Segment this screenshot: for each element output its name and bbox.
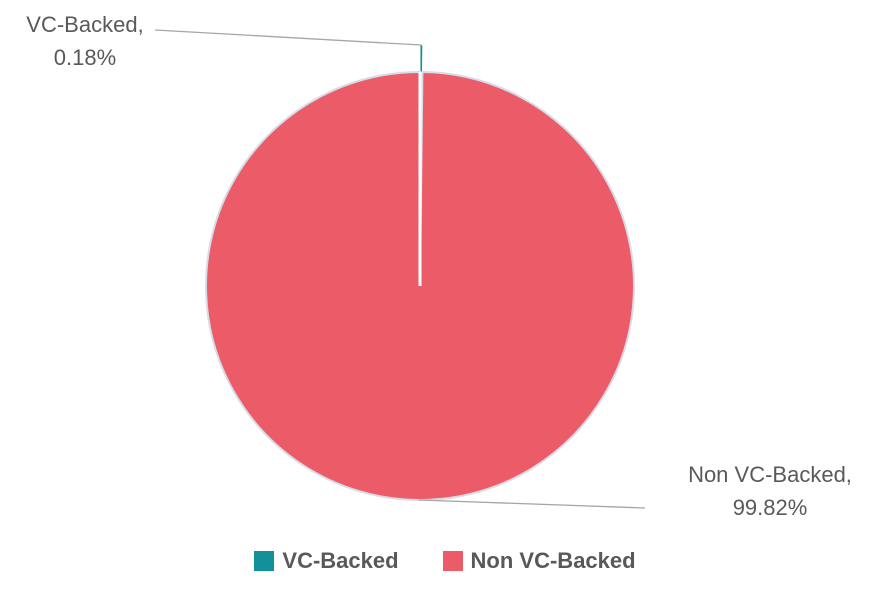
- legend-item: VC-Backed: [254, 548, 399, 574]
- legend-label: VC-Backed: [282, 548, 399, 573]
- legend-swatch: [254, 551, 275, 571]
- legend-label: Non VC-Backed: [470, 548, 636, 573]
- leader-line: [154, 29, 422, 46]
- legend: VC-Backed Non VC-Backed: [0, 548, 890, 574]
- leader-line: [418, 499, 646, 509]
- data-label: VC-Backed, 0.18%: [26, 12, 144, 70]
- legend-item: Non VC-Backed: [442, 548, 636, 574]
- data-label: Non VC-Backed, 99.82%: [688, 462, 852, 520]
- legend-swatch: [442, 551, 463, 571]
